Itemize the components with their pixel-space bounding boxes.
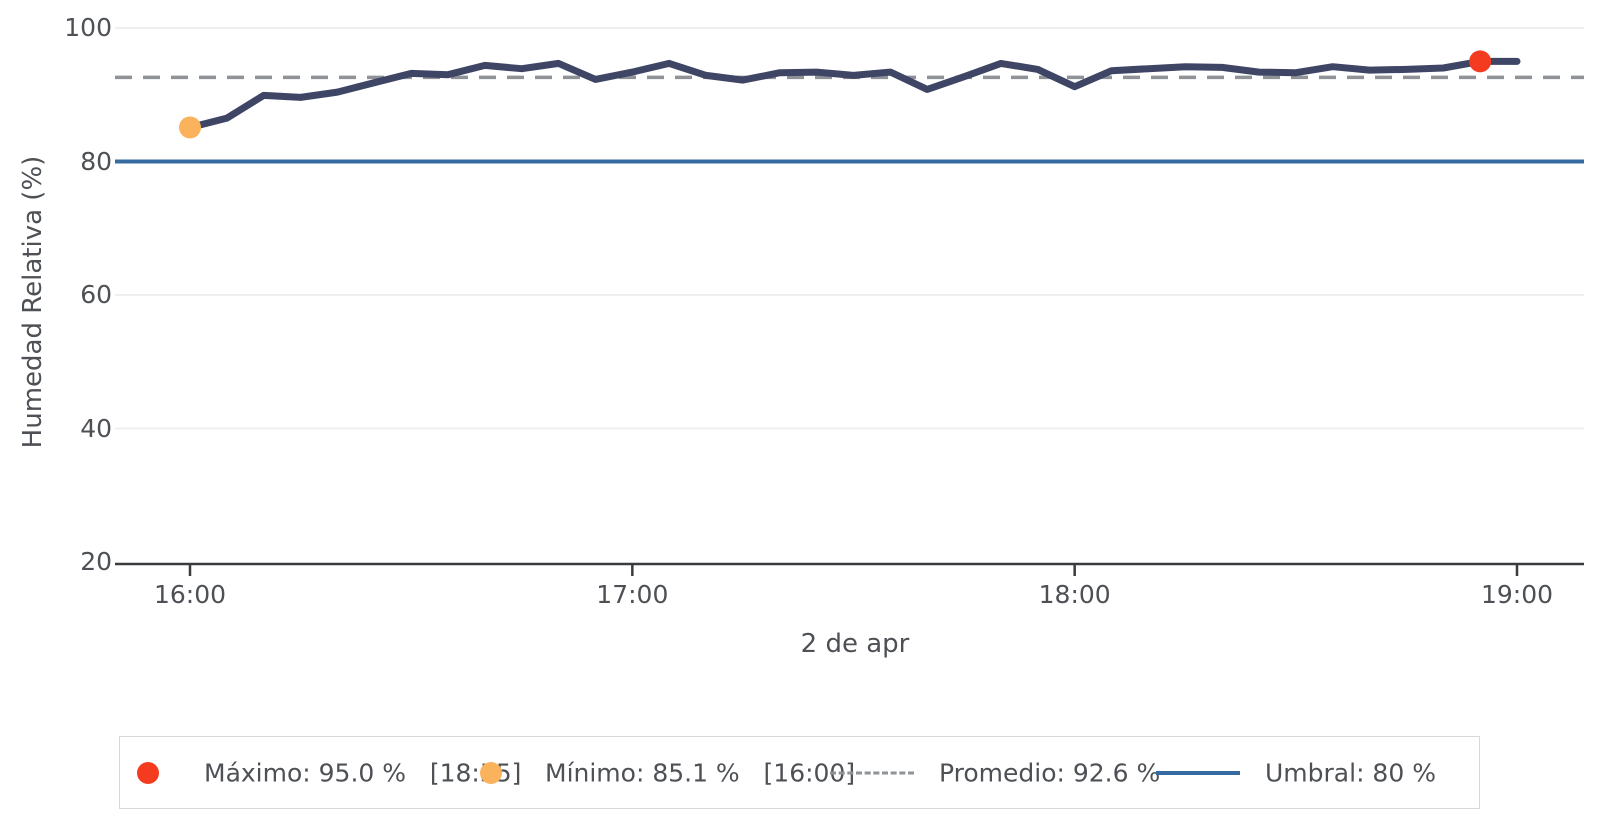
x-tick-label-18:00: 18:00	[1038, 580, 1111, 609]
max-point-marker	[1469, 50, 1492, 73]
legend-maximo-label: Máximo: 95.0 % [18:55]	[204, 758, 522, 787]
legend-promedio-label: Promedio: 92.6 %	[939, 758, 1161, 787]
x-axis-title: 2 de apr	[800, 629, 910, 659]
chart-legend: Máximo: 95.0 % [18:55] Mínimo: 85.1 % [16…	[119, 736, 1480, 809]
x-tick-label-16:00: 16:00	[153, 580, 227, 609]
legend-promedio-marker	[830, 771, 914, 774]
legend-umbral-label: Umbral: 80 %	[1265, 758, 1436, 787]
x-tick-label-17:00: 17:00	[596, 580, 669, 609]
legend-minimo-label: Mínimo: 85.1 % [16:00]	[545, 758, 856, 787]
legend-umbral-marker	[1156, 770, 1240, 775]
y-tick-label-20: 20	[80, 547, 112, 576]
y-tick-label-80: 80	[80, 146, 112, 176]
y-tick-label-40: 40	[80, 413, 112, 443]
humidity-series-line	[186, 57, 1521, 131]
legend-minimo-marker	[480, 761, 502, 784]
y-tick-label-60: 60	[80, 280, 112, 309]
x-tick-label-19:00: 19:00	[1480, 580, 1554, 609]
legend-maximo-marker	[137, 761, 159, 784]
min-point-marker	[179, 116, 201, 139]
y-tick-label-100: 100	[64, 13, 112, 42]
